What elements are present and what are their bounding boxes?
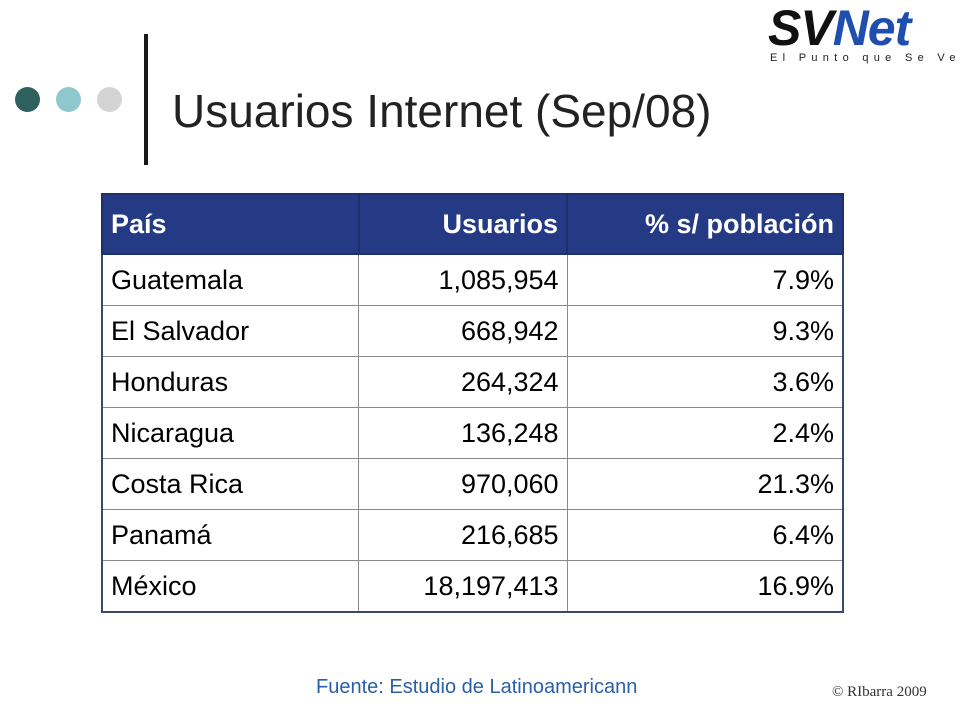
decorative-dot-gray (97, 87, 122, 112)
cell-percent: 21.3% (566, 458, 844, 510)
cell-percent: 2.4% (566, 407, 844, 459)
cell-users: 18,197,413 (358, 560, 568, 613)
cell-users: 216,685 (358, 509, 568, 561)
decorative-dot-dark (15, 87, 40, 112)
cell-percent: 9.3% (566, 305, 844, 357)
internet-users-table: País Usuarios % s/ población Guatemala 1… (101, 193, 844, 613)
cell-users: 136,248 (358, 407, 568, 459)
table-row: El Salvador 668,942 9.3% (101, 305, 844, 357)
cell-country: Honduras (101, 356, 360, 408)
cell-country: El Salvador (101, 305, 360, 357)
cell-country: Guatemala (101, 253, 360, 306)
cell-country: Costa Rica (101, 458, 360, 510)
copyright-note: © RIbarra 2009 (832, 684, 927, 700)
table-row: Costa Rica 970,060 21.3% (101, 458, 844, 510)
title-divider-line (144, 34, 148, 165)
cell-percent: 3.6% (566, 356, 844, 408)
cell-country: Panamá (101, 509, 360, 561)
slide-title: Usuarios Internet (Sep/08) (172, 85, 712, 137)
cell-country: Nicaragua (101, 407, 360, 459)
table-row: Honduras 264,324 3.6% (101, 356, 844, 408)
table-row: Panamá 216,685 6.4% (101, 509, 844, 561)
cell-users: 668,942 (358, 305, 568, 357)
header-country: País (101, 193, 360, 255)
table-header-row: País Usuarios % s/ población (101, 193, 844, 255)
table-row: Guatemala 1,085,954 7.9% (101, 253, 844, 306)
cell-percent: 6.4% (566, 509, 844, 561)
table-row: México 18,197,413 16.9% (101, 560, 844, 613)
decorative-dot-teal (56, 87, 81, 112)
cell-percent: 16.9% (566, 560, 844, 613)
header-percent-population: % s/ población (566, 193, 844, 255)
cell-users: 264,324 (358, 356, 568, 408)
cell-users: 970,060 (358, 458, 568, 510)
header-users: Usuarios (357, 193, 568, 255)
logo-sv-text: SV (768, 0, 834, 56)
logo-wordmark: SVNet (768, 0, 912, 56)
cell-percent: 7.9% (566, 253, 844, 306)
svnet-logo: SVNet El Punto que Se Ve (768, 0, 956, 68)
cell-country: México (101, 560, 360, 613)
table-row: Nicaragua 136,248 2.4% (101, 407, 844, 459)
logo-net-text: Net (832, 0, 912, 56)
logo-tagline: El Punto que Se Ve (770, 52, 960, 64)
source-note: Fuente: Estudio de Latinoamericann (316, 676, 638, 698)
cell-users: 1,085,954 (358, 253, 568, 306)
